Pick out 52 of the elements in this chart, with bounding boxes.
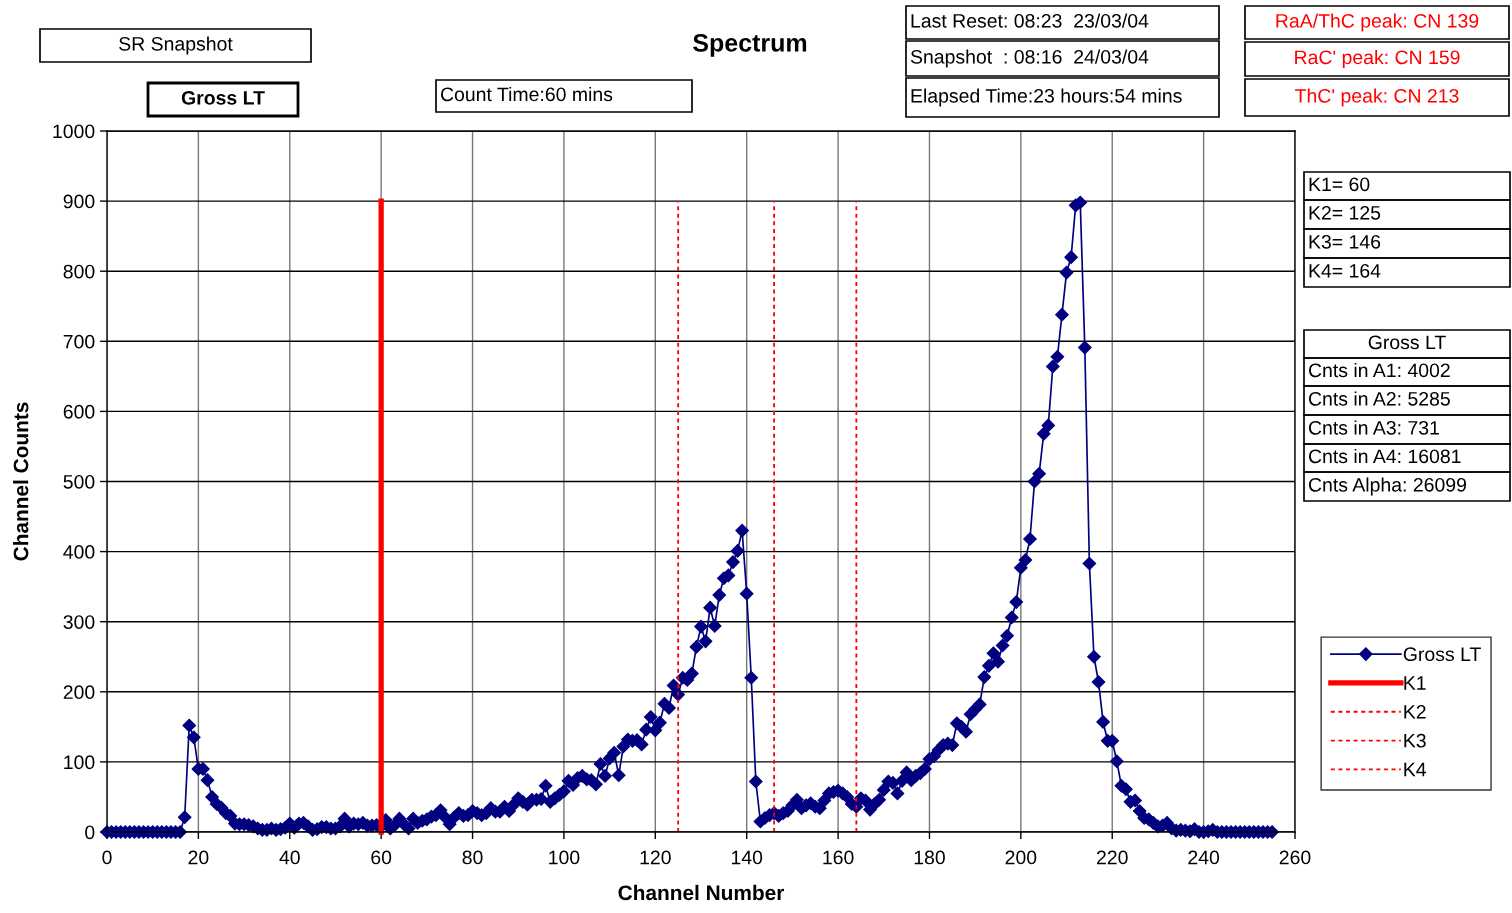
x-tick-label: 200 bbox=[1005, 850, 1037, 865]
x-tick-label: 0 bbox=[102, 850, 112, 865]
y-tick-label: 200 bbox=[63, 685, 95, 700]
legend-label: Gross LT bbox=[1403, 647, 1481, 662]
text: Last Reset: 08:23 23/03/04 bbox=[911, 13, 1149, 28]
text: Snapshot : 08:16 24/03/04 bbox=[910, 49, 1149, 68]
legend-label: K1 bbox=[1404, 676, 1426, 690]
text: Cnts in A4: 16081 bbox=[1308, 448, 1461, 464]
x-tick-label: 40 bbox=[279, 850, 300, 865]
x-axis-title: Channel Number bbox=[618, 884, 785, 901]
text: K3= 146 bbox=[1309, 234, 1381, 249]
text: Count Time:60 mins bbox=[440, 86, 613, 102]
text: Elapsed Time:23 hours:54 mins bbox=[911, 88, 1182, 107]
text: Cnts in A1: 4002 bbox=[1308, 362, 1450, 378]
x-tick-label: 160 bbox=[823, 850, 854, 865]
y-tick-label: 1000 bbox=[53, 124, 95, 139]
x-tick-label: 220 bbox=[1096, 850, 1128, 865]
text: RaA/ThC peak: CN 139 bbox=[1276, 13, 1479, 32]
legend-label: K3 bbox=[1404, 733, 1426, 748]
x-tick-label: 60 bbox=[371, 850, 392, 865]
text: ThC' peak: CN 213 bbox=[1295, 88, 1459, 107]
x-tick-label: 20 bbox=[188, 850, 209, 865]
text: Cnts in A3: 731 bbox=[1308, 420, 1439, 435]
chart-title: Spectrum bbox=[693, 34, 807, 57]
text: Cnts Alpha: 26099 bbox=[1308, 477, 1466, 496]
legend-label: K2 bbox=[1404, 704, 1426, 719]
y-tick-label: 700 bbox=[63, 334, 95, 349]
y-tick-label: 100 bbox=[64, 755, 95, 770]
text: Gross LT bbox=[181, 90, 265, 105]
x-tick-label: 120 bbox=[640, 850, 671, 865]
y-tick-label: 300 bbox=[63, 615, 95, 629]
text: Gross LT bbox=[1368, 335, 1446, 350]
y-tick-label: 800 bbox=[63, 264, 95, 279]
text: Cnts in A2: 5285 bbox=[1308, 391, 1450, 406]
y-tick-label: 500 bbox=[63, 474, 95, 489]
x-tick-label: 80 bbox=[462, 850, 483, 865]
text: RaC' peak: CN 159 bbox=[1295, 49, 1460, 69]
y-tick-label: 900 bbox=[63, 194, 95, 209]
text: K2= 125 bbox=[1309, 205, 1381, 220]
y-tick-label: 600 bbox=[63, 404, 95, 419]
legend-label: K4 bbox=[1404, 762, 1427, 777]
y-tick-label: 400 bbox=[63, 545, 95, 559]
text: K4= 164 bbox=[1309, 263, 1381, 278]
x-tick-label: 260 bbox=[1279, 850, 1311, 865]
x-tick-label: 100 bbox=[549, 850, 580, 865]
x-tick-label: 140 bbox=[731, 850, 763, 865]
y-tick-label: 0 bbox=[85, 825, 95, 840]
x-tick-label: 180 bbox=[914, 850, 945, 865]
y-axis-title: Channel Counts bbox=[13, 402, 29, 561]
text: K1= 60 bbox=[1309, 177, 1370, 192]
text: SR Snapshot bbox=[119, 36, 233, 55]
x-tick-label: 240 bbox=[1188, 850, 1220, 865]
